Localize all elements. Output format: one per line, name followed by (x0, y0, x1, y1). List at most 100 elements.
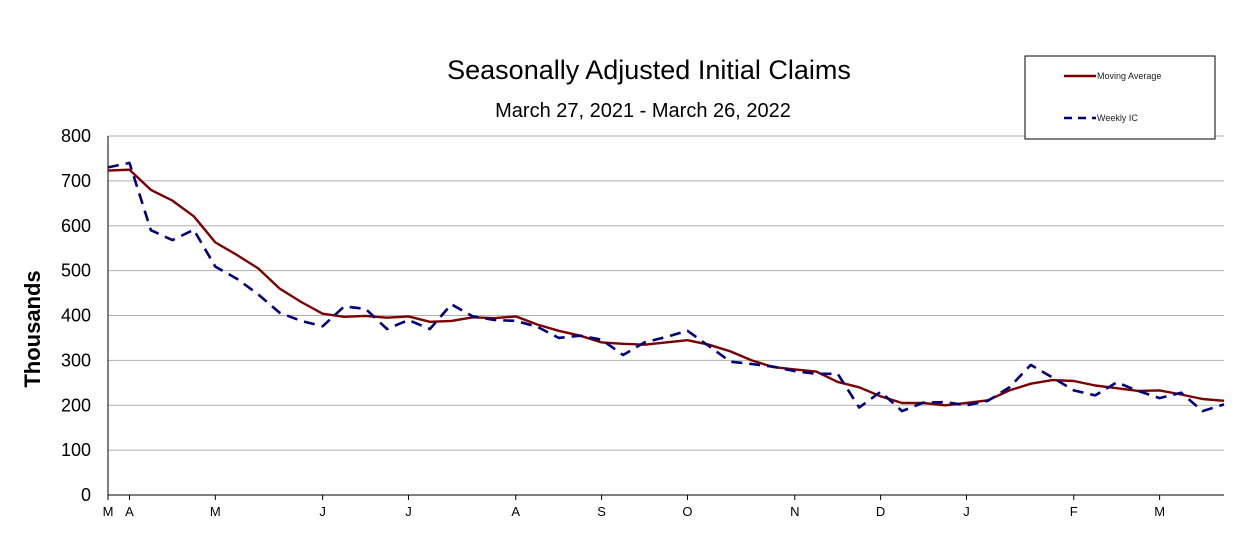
x-tick-label: M (103, 504, 114, 519)
data-point-moving-average (1202, 398, 1204, 400)
data-point-moving-average (1073, 380, 1075, 382)
data-point-weekly-ic (322, 325, 324, 327)
data-point-weekly-ic (515, 320, 517, 322)
data-point-moving-average (1030, 383, 1032, 385)
data-point-weekly-ic (708, 345, 710, 347)
y-tick-label: 400 (61, 306, 91, 326)
y-tick-label: 300 (61, 350, 91, 370)
y-axis-ticks: 0 100 200 300 400 500 600 700 800 (61, 126, 91, 505)
data-point-moving-average (1008, 389, 1010, 391)
data-point-weekly-ic (772, 366, 774, 368)
data-point-moving-average (837, 381, 839, 383)
data-point-moving-average (966, 402, 968, 404)
data-point-weekly-ic (644, 341, 646, 343)
data-point-weekly-ic (386, 328, 388, 330)
data-point-weekly-ic (472, 315, 474, 317)
x-tick-label: A (125, 504, 134, 519)
data-point-weekly-ic (129, 162, 131, 164)
data-point-moving-average (687, 339, 689, 341)
data-point-weekly-ic (257, 293, 259, 295)
data-point-moving-average (408, 315, 410, 317)
x-tick-label: O (682, 504, 692, 519)
data-point-weekly-ic (1116, 381, 1118, 383)
data-point-moving-average (1051, 379, 1053, 381)
y-tick-label: 500 (61, 261, 91, 281)
data-point-moving-average (729, 350, 731, 352)
data-point-weekly-ic (300, 320, 302, 322)
data-point-moving-average (1116, 387, 1118, 389)
data-point-weekly-ic (236, 278, 238, 280)
data-point-weekly-ic (1008, 386, 1010, 388)
data-point-moving-average (1159, 389, 1161, 391)
data-point-moving-average (1094, 385, 1096, 387)
data-point-weekly-ic (171, 239, 173, 241)
data-point-weekly-ic (880, 391, 882, 393)
y-tick-label: 0 (81, 485, 91, 505)
data-point-weekly-ic (1073, 389, 1075, 391)
data-point-weekly-ic (279, 312, 281, 314)
data-point-weekly-ic (193, 229, 195, 231)
data-point-weekly-ic (794, 370, 796, 372)
x-tick-label: M (1154, 504, 1165, 519)
data-point-weekly-ic (343, 306, 345, 308)
legend: Moving Average Weekly IC (1024, 55, 1216, 140)
series-line-weekly-ic (107, 161, 1225, 413)
data-point-weekly-ic (687, 330, 689, 332)
y-tick-label: 800 (61, 126, 91, 146)
data-point-moving-average (751, 359, 753, 361)
data-point-weekly-ic (966, 404, 968, 406)
data-point-weekly-ic (1137, 390, 1139, 392)
data-point-weekly-ic (107, 166, 109, 168)
data-point-moving-average (450, 320, 452, 322)
data-point-moving-average (171, 200, 173, 202)
x-tick-label: D (876, 504, 885, 519)
data-point-weekly-ic (450, 303, 452, 305)
data-point-moving-average (1223, 400, 1225, 402)
data-point-moving-average (815, 371, 817, 373)
data-point-moving-average (515, 315, 517, 317)
data-point-moving-average (944, 404, 946, 406)
data-point-moving-average (558, 330, 560, 332)
legend-label-weekly-ic: Weekly IC (1097, 113, 1138, 123)
x-tick-label: J (963, 504, 970, 519)
data-point-moving-average (300, 301, 302, 303)
data-point-moving-average (901, 402, 903, 404)
data-point-moving-average (880, 395, 882, 397)
data-point-weekly-ic (815, 373, 817, 375)
legend-box (1024, 55, 1216, 140)
data-point-weekly-ic (729, 361, 731, 363)
data-point-moving-average (365, 315, 367, 317)
data-point-moving-average (601, 341, 603, 343)
data-point-weekly-ic (214, 266, 216, 268)
data-point-moving-average (107, 170, 109, 172)
data-point-weekly-ic (1094, 394, 1096, 396)
data-point-weekly-ic (150, 229, 152, 231)
data-point-weekly-ic (493, 319, 495, 321)
y-tick-label: 200 (61, 395, 91, 415)
x-tick-label: N (790, 504, 799, 519)
data-point-weekly-ic (1180, 392, 1182, 394)
data-point-moving-average (622, 343, 624, 345)
x-tick-label: J (405, 504, 412, 519)
data-point-moving-average (858, 386, 860, 388)
y-axis-label: Thousands (20, 270, 45, 387)
data-point-weekly-ic (622, 354, 624, 356)
data-point-weekly-ic (665, 336, 667, 338)
data-point-weekly-ic (923, 402, 925, 404)
y-tick-label: 600 (61, 216, 91, 236)
data-point-moving-average (343, 316, 345, 318)
data-point-weekly-ic (579, 335, 581, 337)
data-point-moving-average (386, 317, 388, 319)
x-tick-label: F (1070, 504, 1078, 519)
x-tick-label: S (597, 504, 606, 519)
grid-lines (107, 135, 1224, 496)
data-point-moving-average (429, 321, 431, 323)
data-point-weekly-ic (365, 308, 367, 310)
data-point-moving-average (665, 341, 667, 343)
data-point-moving-average (150, 189, 152, 191)
data-point-weekly-ic (1030, 364, 1032, 366)
data-point-weekly-ic (944, 401, 946, 403)
data-point-weekly-ic (901, 410, 903, 412)
